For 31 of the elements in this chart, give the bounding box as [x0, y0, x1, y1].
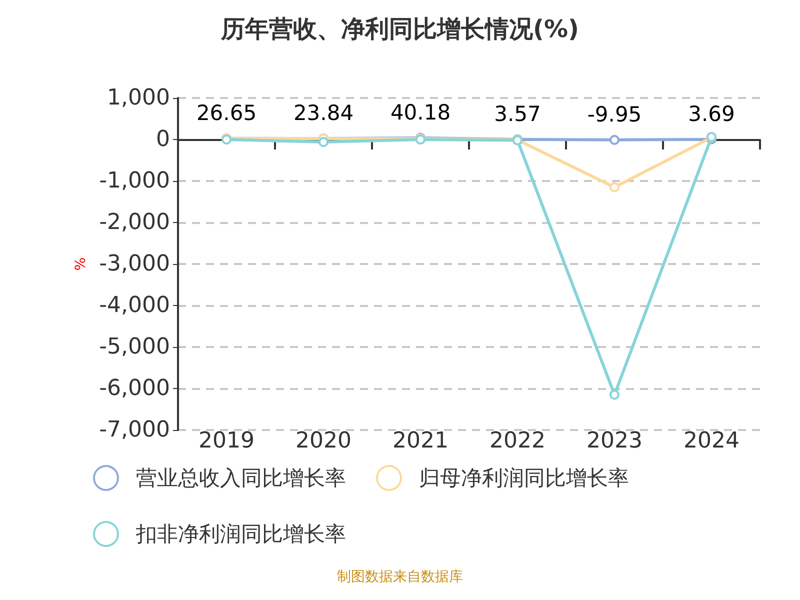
data-label: -9.95 — [587, 102, 642, 126]
point — [610, 390, 620, 400]
text: 制图数据来自数据库 — [337, 569, 463, 585]
x-tick-label: 2020 — [296, 428, 352, 454]
legend-label: 扣非净利润同比增长率 — [135, 522, 346, 546]
y-tick-label: -5,000 — [99, 334, 170, 360]
x-tick-label: 2023 — [586, 428, 642, 454]
data-label: 3.57 — [494, 102, 541, 126]
data-label: 26.65 — [196, 100, 257, 125]
point — [610, 134, 620, 145]
x-tick-label: 2021 — [392, 428, 448, 454]
legend-label: 营业总收入同比增长率 — [136, 466, 346, 490]
data-label: 23.84 — [293, 101, 354, 126]
y-tick-label: 0 — [156, 127, 170, 152]
y-tick-label: 1,000 — [107, 86, 170, 110]
y-tick-label: -1,000 — [99, 168, 170, 194]
data-label: 3.69 — [688, 102, 735, 126]
y-tick-label: -6,000 — [99, 376, 170, 401]
y-tick-label: -3,000 — [99, 252, 170, 276]
data-label: 40.18 — [390, 100, 451, 124]
y-tick-label: -2,000 — [99, 210, 170, 235]
y-tick-label: -4,000 — [99, 293, 170, 318]
x-tick-label: 2022 — [490, 428, 546, 454]
x-tick-label: 2019 — [198, 428, 254, 454]
y-axis-title: % — [73, 257, 90, 271]
point — [318, 136, 328, 147]
legend-label: 归母净利润同比增长率 — [419, 466, 629, 490]
chart-title: 历年营收、净利同比增长情况(%) — [220, 15, 579, 43]
y-tick-label: -7,000 — [99, 418, 170, 442]
point — [610, 182, 620, 192]
x-tick-label: 2024 — [684, 428, 740, 454]
